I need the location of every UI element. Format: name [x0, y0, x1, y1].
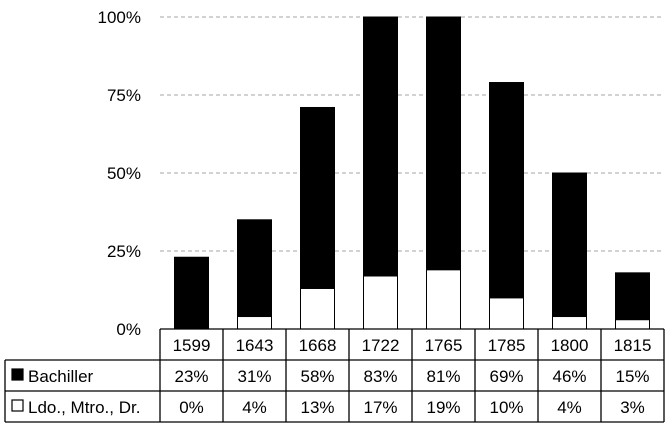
gridlines	[160, 16, 664, 252]
x-tick-label: 1785	[488, 336, 526, 355]
bar-ldo-mtro-dr	[300, 287, 335, 330]
y-axis: 0% 25% 50% 75% 100%	[98, 8, 141, 339]
bar-ldo-mtro-dr	[552, 316, 587, 330]
data-label: 3%	[620, 398, 645, 417]
data-label: 4%	[242, 398, 267, 417]
legend-key	[11, 399, 24, 412]
bar-ldo-mtro-dr	[615, 319, 650, 330]
data-label: 58%	[300, 367, 334, 386]
x-tick-label: 1815	[614, 336, 652, 355]
data-table: 1599 1643 1668 1722 1765 1785 1800 1815 Bachille…	[4, 328, 665, 423]
bar-bachiller	[426, 16, 461, 271]
bar-ldo-mtro-dr	[426, 269, 461, 330]
data-label: 4%	[557, 398, 582, 417]
y-tick-label: 100%	[98, 8, 141, 27]
data-label: 0%	[179, 398, 204, 417]
bar-bachiller	[489, 82, 524, 299]
x-tick-label: 1643	[236, 336, 274, 355]
x-tick-label: 1765	[425, 336, 463, 355]
y-tick-label: 50%	[107, 164, 141, 183]
data-label: 19%	[426, 398, 460, 417]
bar-bachiller	[300, 106, 335, 289]
y-tick-label: 0%	[116, 320, 141, 339]
bar-bachiller	[237, 219, 272, 318]
bar-ldo-mtro-dr	[237, 316, 272, 330]
data-label: 13%	[300, 398, 334, 417]
data-label: 46%	[552, 367, 586, 386]
legend-label: Bachiller	[28, 367, 94, 386]
bar-bachiller	[174, 256, 209, 330]
bar-bachiller	[363, 16, 398, 277]
bar-ldo-mtro-dr	[363, 275, 398, 330]
data-label: 17%	[363, 398, 397, 417]
data-label: 69%	[489, 367, 523, 386]
data-label: 23%	[174, 367, 208, 386]
data-label: 31%	[237, 367, 271, 386]
data-label: 10%	[489, 398, 523, 417]
x-tick-label: 1800	[551, 336, 589, 355]
bar-ldo-mtro-dr	[489, 297, 524, 330]
data-label: 83%	[363, 367, 397, 386]
y-tick-label: 75%	[107, 86, 141, 105]
bars	[174, 16, 650, 330]
bar-bachiller	[615, 272, 650, 321]
legend-key	[11, 368, 24, 381]
x-tick-label: 1722	[362, 336, 400, 355]
bar-bachiller	[552, 172, 587, 318]
legend-label: Ldo., Mtro., Dr.	[28, 398, 140, 417]
data-label: 15%	[615, 367, 649, 386]
x-tick-label: 1599	[173, 336, 211, 355]
y-tick-label: 25%	[107, 242, 141, 261]
x-tick-label: 1668	[299, 336, 337, 355]
data-label: 81%	[426, 367, 460, 386]
